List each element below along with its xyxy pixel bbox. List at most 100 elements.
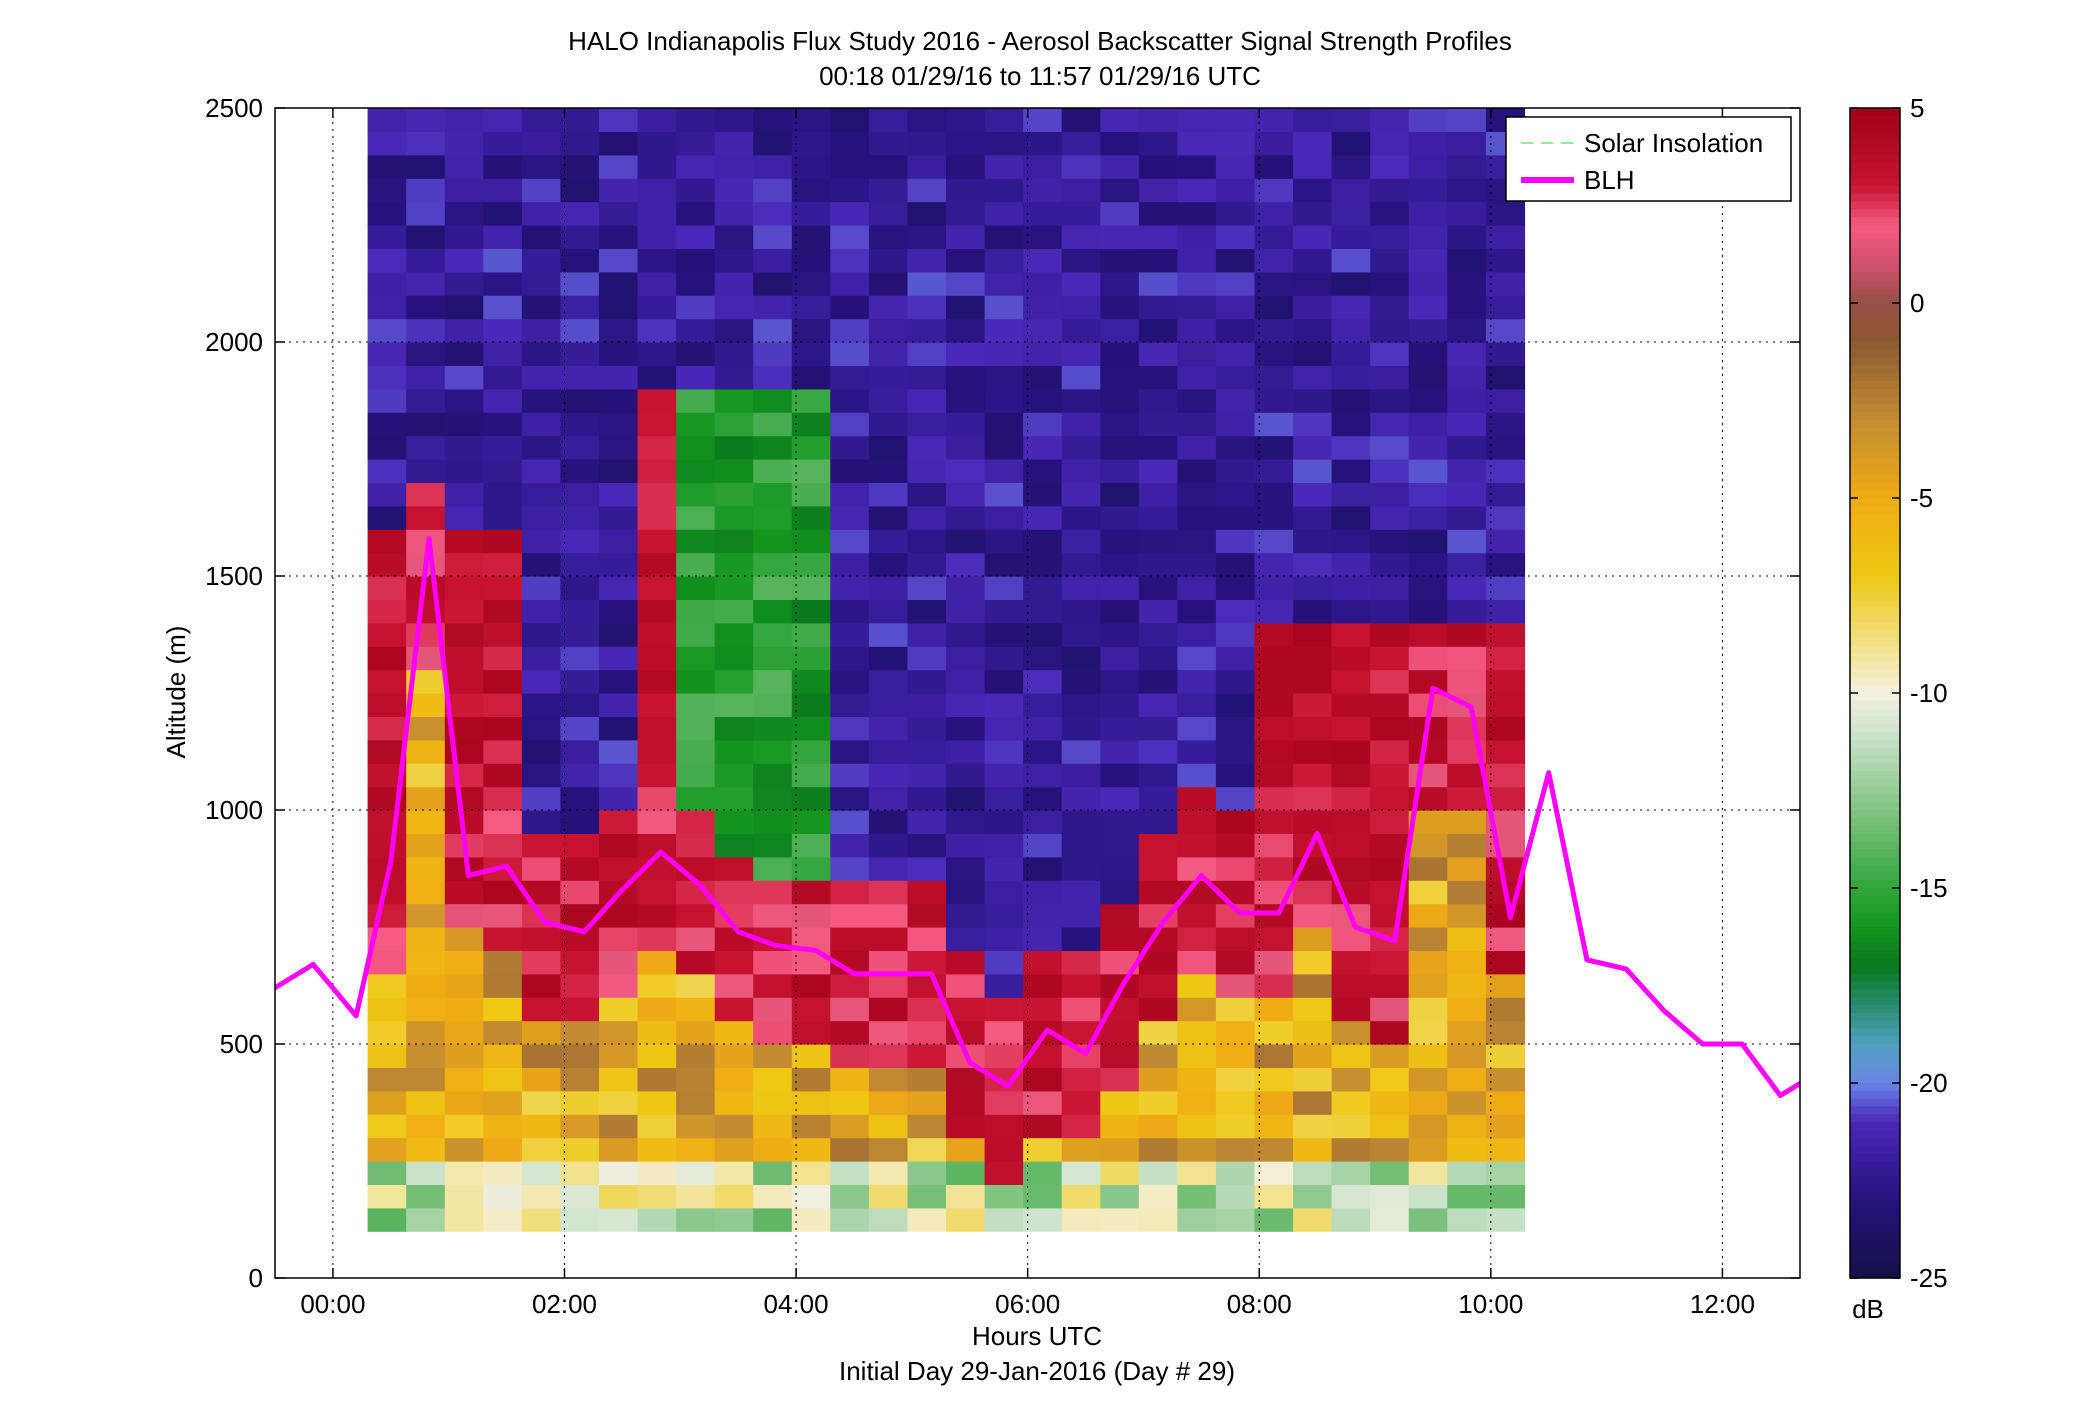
heatmap-cell (1023, 295, 1063, 320)
heatmap-cell (753, 108, 793, 132)
heatmap-cell (791, 1161, 831, 1185)
heatmap-cell (483, 435, 523, 460)
heatmap-cell (676, 342, 716, 366)
heatmap-cell (367, 1207, 407, 1232)
heatmap-cell (946, 786, 986, 811)
heatmap-cell (483, 1207, 523, 1232)
heatmap-cell (521, 1161, 562, 1185)
heatmap-cell (1061, 154, 1101, 179)
heatmap-cell (714, 248, 754, 273)
heatmap-cell (406, 763, 446, 788)
heatmap-cell (367, 108, 407, 132)
heatmap-cell (1177, 295, 1217, 320)
heatmap-cell (1100, 693, 1140, 717)
colorbar-band (1850, 1246, 1900, 1256)
heatmap-cell (1100, 1161, 1140, 1185)
heatmap-cell (946, 973, 986, 998)
colorbar-band (1850, 318, 1900, 327)
heatmap-cell (637, 693, 677, 717)
heatmap-cell (1408, 225, 1448, 249)
colorbar-band (1850, 334, 1900, 343)
heatmap-cell (676, 412, 716, 437)
heatmap-cell (1215, 716, 1256, 741)
heatmap-cell (1254, 1114, 1294, 1139)
heatmap-cell (907, 950, 947, 975)
heatmap-cell (599, 108, 639, 132)
heatmap-cell (406, 412, 446, 437)
heatmap-cell (868, 1044, 909, 1068)
heatmap-cell (1215, 1067, 1256, 1092)
heatmap-cell (830, 810, 870, 834)
colorbar-band (1850, 1223, 1900, 1232)
heatmap-cell (1100, 108, 1140, 132)
heatmap-cell (1138, 459, 1178, 483)
heatmap-cell (830, 225, 870, 249)
heatmap-cell (791, 856, 831, 881)
heatmap-cell (946, 482, 986, 507)
heatmap-cell (483, 1184, 523, 1209)
heatmap-cell (599, 693, 639, 717)
heatmap-cell (1100, 505, 1140, 530)
heatmap-cell (868, 108, 909, 132)
heatmap-cell (1293, 225, 1333, 249)
heatmap-cell (1215, 388, 1256, 413)
heatmap-cell (1485, 1161, 1526, 1185)
heatmap-cell (1370, 950, 1410, 975)
heatmap-cell (444, 599, 484, 624)
heatmap-cell (1215, 225, 1256, 249)
heatmap-cell (637, 225, 677, 249)
heatmap-cell (444, 505, 484, 530)
heatmap-cell (1485, 318, 1526, 343)
heatmap-cell (1370, 599, 1410, 624)
heatmap-cell (907, 295, 947, 320)
heatmap-cell (1061, 225, 1101, 249)
heatmap-cell (1100, 271, 1140, 296)
heatmap-cell (1485, 833, 1526, 858)
heatmap-cell (1447, 622, 1487, 647)
heatmap-cell (1023, 529, 1063, 554)
heatmap-cell (946, 1184, 986, 1209)
heatmap-cell (1215, 786, 1256, 811)
heatmap-cell (637, 1067, 677, 1092)
y-tick-label: 500 (220, 1029, 263, 1059)
heatmap-cell (1254, 1067, 1294, 1092)
heatmap-cell (560, 271, 600, 296)
heatmap-cell (1215, 1090, 1256, 1115)
heatmap-cell (753, 1067, 793, 1092)
heatmap-cell (1215, 108, 1256, 132)
heatmap-cell (984, 225, 1024, 249)
heatmap-cell (1100, 529, 1140, 554)
heatmap-cell (1331, 201, 1371, 226)
heatmap-cell (1177, 225, 1217, 249)
colorbar-band (1850, 240, 1900, 249)
heatmap-cell (1023, 693, 1063, 717)
heatmap-cell (1370, 1137, 1410, 1162)
heatmap-cell (637, 622, 677, 647)
heatmap-cell (560, 482, 600, 507)
colorbar-band (1850, 1192, 1900, 1201)
heatmap-cell (946, 1161, 986, 1185)
heatmap-cell (753, 903, 793, 928)
heatmap-cell (1331, 1207, 1371, 1232)
heatmap-cell (791, 1137, 831, 1162)
heatmap-cell (714, 1044, 754, 1068)
heatmap-cell (560, 1137, 600, 1162)
heatmap-cell (1485, 903, 1526, 928)
heatmap-cell (946, 529, 986, 554)
heatmap-cell (560, 552, 600, 577)
heatmap-cell (1408, 833, 1448, 858)
heatmap-cell (830, 1114, 870, 1139)
heatmap-cell (1293, 927, 1333, 951)
colorbar-band (1850, 1176, 1900, 1185)
heatmap-cell (367, 529, 407, 554)
heatmap-cell (753, 412, 793, 437)
heatmap-cell (1447, 271, 1487, 296)
heatmap-cell (907, 763, 947, 788)
heatmap-cell (1370, 716, 1410, 741)
heatmap-cell (1331, 1184, 1371, 1209)
heatmap-cell (1138, 131, 1178, 156)
heatmap-cell (946, 342, 986, 366)
colorbar-tick-label: -5 (1910, 483, 1933, 513)
heatmap-cell (1331, 1090, 1371, 1115)
heatmap-cell (444, 903, 484, 928)
